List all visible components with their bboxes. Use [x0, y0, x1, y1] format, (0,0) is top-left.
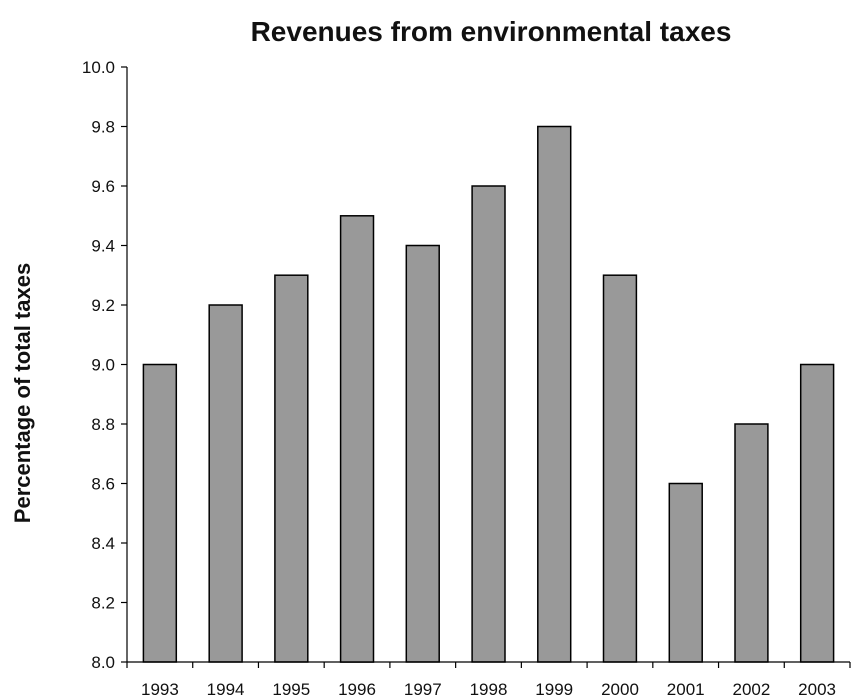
y-tick-label: 9.2: [91, 296, 115, 315]
x-tick-label: 1997: [404, 680, 442, 699]
x-tick-label: 1998: [470, 680, 508, 699]
y-tick-label: 8.2: [91, 594, 115, 613]
y-tick-label: 8.0: [91, 653, 115, 672]
y-tick-label: 9.6: [91, 177, 115, 196]
bar-1996: [339, 215, 375, 663]
y-tick-label: 8.4: [91, 534, 115, 553]
x-tick-label: 1999: [535, 680, 573, 699]
x-tick-label: 2000: [601, 680, 639, 699]
x-tick-label: 1995: [272, 680, 310, 699]
bar-1994: [208, 304, 243, 663]
bar-1998: [471, 185, 506, 663]
bar-1999: [537, 125, 572, 663]
bar-2000: [602, 274, 638, 663]
x-tick-label: 2002: [732, 680, 770, 699]
bar-2003: [799, 363, 835, 663]
plot-area: 8.0 8.2 8.4 8.6 8.8 9.0 9.2 9.4 9.6 9.8 10.0 1993 19…: [82, 58, 851, 699]
bar-1993: [142, 363, 178, 663]
y-tick-label: 9.0: [91, 356, 115, 375]
y-tick-label: 8.8: [91, 415, 115, 434]
bar-1995: [274, 274, 309, 663]
y-tick-label: 9.4: [91, 237, 115, 256]
y-tick-label: 8.6: [91, 475, 115, 494]
bar-2001: [668, 482, 703, 663]
y-axis-label: Percentage of total taxes: [10, 263, 35, 523]
x-tick-label: 1994: [207, 680, 245, 699]
bar-2002: [734, 423, 769, 663]
chart-title: Revenues from environmental taxes: [251, 16, 732, 47]
y-tick-label: 10.0: [82, 58, 115, 77]
x-tick-label: 2001: [667, 680, 705, 699]
y-tick-label: 9.8: [91, 118, 115, 137]
bar-1997: [405, 244, 440, 663]
x-tick-label: 2003: [798, 680, 836, 699]
x-tick-label: 1993: [141, 680, 179, 699]
x-tick-label: 1996: [338, 680, 376, 699]
